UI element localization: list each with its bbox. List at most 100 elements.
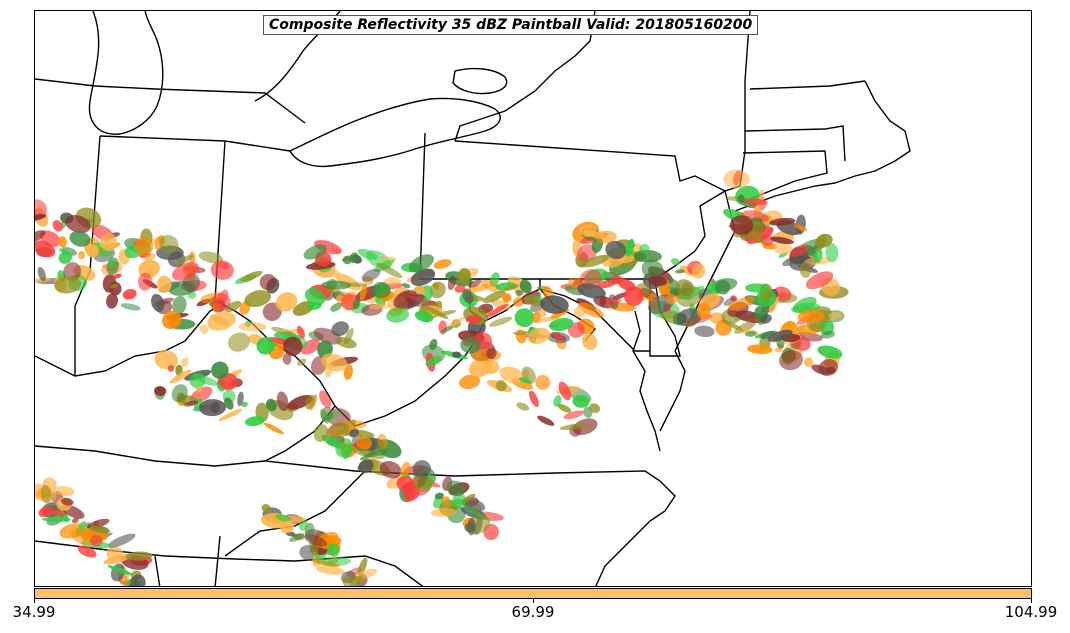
reflectivity-blob	[434, 492, 444, 500]
reflectivity-blob	[321, 435, 345, 449]
reflectivity-blob	[210, 314, 230, 327]
state-borders	[35, 11, 911, 586]
reflectivity-blob	[386, 307, 409, 323]
reflectivity-blob	[670, 258, 680, 266]
reflectivity-blob	[527, 327, 551, 344]
reflectivity-blob	[357, 248, 378, 260]
reflectivity-blob	[457, 268, 471, 284]
reflectivity-blob	[42, 516, 71, 523]
reflectivity-blob	[611, 274, 623, 284]
reflectivity-blob	[256, 337, 276, 355]
reflectivity-blob	[107, 565, 133, 576]
reflectivity-blob	[641, 259, 664, 280]
reflectivity-blob	[360, 451, 378, 461]
reflectivity-blob	[37, 266, 46, 282]
reflectivity-blob	[401, 283, 411, 289]
reflectivity-blob	[460, 337, 481, 354]
reflectivity-blob	[376, 262, 403, 279]
reflectivity-blob	[40, 484, 52, 504]
reflectivity-blob	[430, 508, 457, 517]
reflectivity-blob	[760, 314, 772, 324]
reflectivity-blob	[331, 321, 349, 337]
reflectivity-blob	[305, 394, 316, 410]
reflectivity-blob	[122, 289, 137, 300]
reflectivity-blob	[65, 214, 91, 234]
reflectivity-blob	[567, 322, 585, 338]
reflectivity-blob	[648, 275, 667, 287]
reflectivity-blob	[342, 576, 362, 586]
reflectivity-blob	[263, 422, 284, 435]
reflectivity-blob	[106, 293, 118, 309]
reflectivity-blob	[639, 243, 650, 254]
reflectivity-blob	[583, 230, 609, 240]
reflectivity-blob	[244, 416, 265, 427]
reflectivity-blob	[343, 444, 353, 460]
reflectivity-blob	[625, 238, 635, 257]
reflectivity-blob	[728, 296, 756, 311]
reflectivity-blob	[199, 399, 226, 417]
reflectivity-blob	[408, 254, 434, 273]
reflectivity-blob	[276, 391, 289, 412]
reflectivity-blob	[805, 271, 834, 290]
reflectivity-blob	[289, 533, 305, 542]
colorbar-tick-mark	[533, 599, 534, 603]
reflectivity-blob	[109, 283, 119, 289]
reflectivity-blob	[315, 565, 345, 575]
reflectivity-blob	[744, 330, 757, 337]
reflectivity-blob	[581, 254, 610, 268]
reflectivity-blob	[433, 259, 452, 269]
reflectivity-blob	[452, 492, 467, 509]
nc-border	[224, 470, 366, 557]
reflectivity-blob	[623, 286, 644, 307]
ny-east-border	[724, 11, 751, 192]
reflectivity-blob	[327, 543, 340, 557]
reflectivity-blob	[410, 268, 436, 287]
reflectivity-blob	[723, 297, 736, 306]
reflectivity-blob	[747, 344, 773, 355]
reflectivity-blob	[58, 236, 67, 248]
reflectivity-blob	[675, 269, 685, 274]
reflectivity-blob	[532, 311, 541, 323]
reflectivity-blob	[199, 324, 209, 334]
chesapeake-bay	[632, 310, 661, 452]
reflectivity-blob	[330, 302, 343, 312]
reflectivity-blob	[467, 518, 476, 536]
reflectivity-blob	[156, 275, 172, 293]
reflectivity-blob	[244, 290, 272, 308]
reflectivity-blob	[721, 319, 744, 332]
colorbar-tick-mark	[1031, 599, 1032, 603]
vermont-border	[749, 80, 866, 90]
reflectivity-blob	[729, 215, 754, 236]
reflectivity-blob	[169, 369, 192, 384]
reflectivity-blob	[154, 349, 178, 370]
kentucky-north	[35, 305, 221, 377]
reflectivity-blob	[342, 255, 352, 265]
reflectivity-blob	[369, 303, 391, 310]
reflectivity-blob	[446, 317, 465, 329]
reflectivity-blob	[296, 325, 305, 339]
reflectivity-blob	[171, 384, 188, 403]
reflectivity-blob	[691, 263, 706, 279]
reflectivity-blob	[90, 535, 103, 547]
reflectivity-blob	[447, 275, 456, 291]
reflectivity-blob	[789, 244, 809, 257]
reflectivity-blob	[211, 292, 231, 312]
reflectivity-blob	[519, 279, 532, 294]
lake-erie-shore	[289, 97, 501, 168]
reflectivity-blob	[275, 292, 298, 312]
reflectivity-blob	[737, 194, 745, 203]
reflectivity-blob	[383, 277, 402, 287]
reflectivity-blob	[723, 169, 750, 189]
north-border	[35, 78, 306, 124]
reflectivity-blob	[502, 284, 520, 292]
reflectivity-blob	[486, 347, 497, 360]
reflectivity-blob	[303, 244, 328, 260]
reflectivity-blob	[533, 296, 543, 301]
reflectivity-blob	[605, 240, 627, 260]
reflectivity-blob	[129, 574, 146, 586]
reflectivity-blob	[577, 302, 604, 318]
reflectivity-blob	[462, 288, 474, 304]
reflectivity-blob	[237, 391, 244, 407]
reflectivity-blob	[454, 284, 466, 293]
reflectivity-blob	[172, 295, 187, 315]
